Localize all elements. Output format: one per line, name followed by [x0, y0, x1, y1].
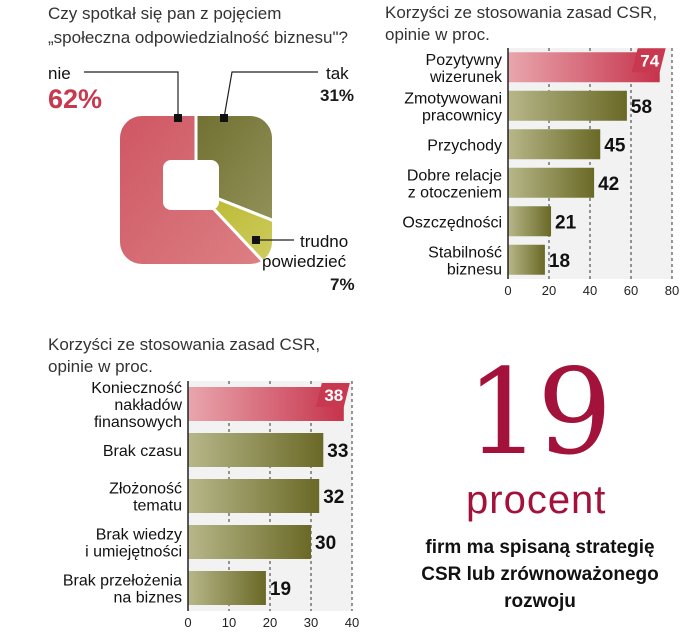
value-label: 45 — [604, 135, 626, 156]
x-tick-label: 10 — [222, 615, 236, 630]
x-tick-label: 80 — [665, 283, 679, 298]
leader-dot — [252, 236, 260, 244]
bar — [508, 129, 601, 160]
answer-tak-value: 31% — [320, 86, 355, 105]
chart2-title-line2: opinie w proc. — [48, 357, 153, 376]
answer-nie-label: nie — [48, 64, 71, 83]
x-tick-label: 0 — [184, 615, 191, 630]
bar — [188, 433, 324, 467]
stat-desc-line1: firm ma spisaną strategię — [425, 537, 655, 558]
value-tag — [631, 48, 666, 73]
chart2-title: Korzyści ze stosowania zasad CSR, opinie… — [48, 334, 320, 378]
pie-slice-trudno — [194, 188, 272, 264]
pie-hole — [163, 160, 219, 210]
value-label: 30 — [315, 533, 336, 554]
x-tick-label: 20 — [542, 283, 556, 298]
chart2-title-line1: Korzyści ze stosowania zasad CSR, — [48, 335, 321, 354]
bar — [188, 479, 320, 513]
value-label: 38 — [324, 386, 343, 405]
category-label: Stabilność biznesu — [428, 244, 502, 278]
x-tick-label: 30 — [304, 615, 318, 630]
leader-dot — [220, 114, 228, 122]
answer-trudno-value: 7% — [330, 275, 355, 294]
category-label: Oszczędności — [402, 214, 502, 231]
value-label: 18 — [549, 251, 570, 272]
pie-slice-tak — [194, 116, 272, 264]
value-label: 32 — [323, 487, 344, 508]
bar — [188, 525, 311, 559]
category-label: Konieczność nakładów finansowych — [91, 380, 182, 431]
category-label: Zmotywowani pracownicy — [404, 90, 502, 124]
category-label: Brak przełożenia na biznes — [63, 573, 182, 607]
bar — [508, 167, 595, 198]
category-label: Dobre relacje z otoczeniem — [407, 167, 502, 201]
pie-question-line2: „społeczna odpowiedzialność biznesu"? — [48, 28, 348, 47]
category-label: Pozytywny wizerunek — [426, 52, 503, 86]
chart2-barriers: 0 10 20 30 40 Konieczność nakładów finansowych 3… — [63, 380, 359, 630]
category-label: Brak wiedzy i umiejętności — [85, 527, 182, 561]
value-label: 33 — [327, 441, 348, 462]
x-tick-label: 0 — [504, 283, 511, 298]
stat-desc-line2: CSR lub zrównoważonego — [421, 564, 659, 585]
answer-nie-value: 62% — [48, 84, 103, 114]
value-label: 74 — [640, 51, 659, 70]
value-label: 42 — [598, 174, 619, 195]
answer-tak-label: tak — [326, 64, 349, 83]
category-label: Brak czasu — [103, 443, 182, 460]
answer-trudno-label-line1: trudno — [300, 232, 349, 251]
leader-tak — [223, 71, 318, 119]
chart1-title: Korzyści ze stosowania zasad CSR, opinie… — [385, 2, 657, 46]
value-label: 19 — [270, 579, 291, 600]
pie-question: Czy spotkał się pan z pojęciem „społeczn… — [48, 2, 348, 50]
pie-chart — [84, 71, 318, 264]
chart1-title-line1: Korzyści ze stosowania zasad CSR, — [385, 3, 658, 22]
x-tick-label: 60 — [624, 283, 638, 298]
x-tick-label: 40 — [583, 283, 597, 298]
category-label: Złożoność tematu — [109, 481, 182, 515]
category-label: Przychody — [427, 137, 502, 154]
bar — [508, 206, 552, 237]
value-label: 21 — [555, 212, 577, 233]
leader-dot — [174, 114, 182, 122]
x-tick-label: 40 — [345, 615, 359, 630]
stat-desc-line3: rozwoju — [504, 591, 576, 612]
answer-trudno-label-line2: powiedzieć — [262, 252, 347, 271]
stat-unit: procent — [466, 478, 607, 522]
leader-nie — [84, 71, 179, 118]
bar — [508, 90, 627, 121]
stat-description: firm ma spisaną strategię CSR lub zrówno… — [395, 534, 685, 615]
pie-question-line1: Czy spotkał się pan z pojęciem — [48, 4, 282, 23]
chart1-title-line2: opinie w proc. — [385, 25, 490, 44]
bar — [508, 244, 545, 275]
value-label: 58 — [631, 97, 652, 118]
chart1-benefits: 0 20 40 60 80 Pozytywny wizerunek 74 Zmotywowani… — [402, 48, 679, 298]
stat-number: 19 — [466, 343, 612, 481]
x-tick-label: 20 — [263, 615, 277, 630]
value-tag — [315, 383, 350, 407]
bar — [188, 571, 266, 605]
